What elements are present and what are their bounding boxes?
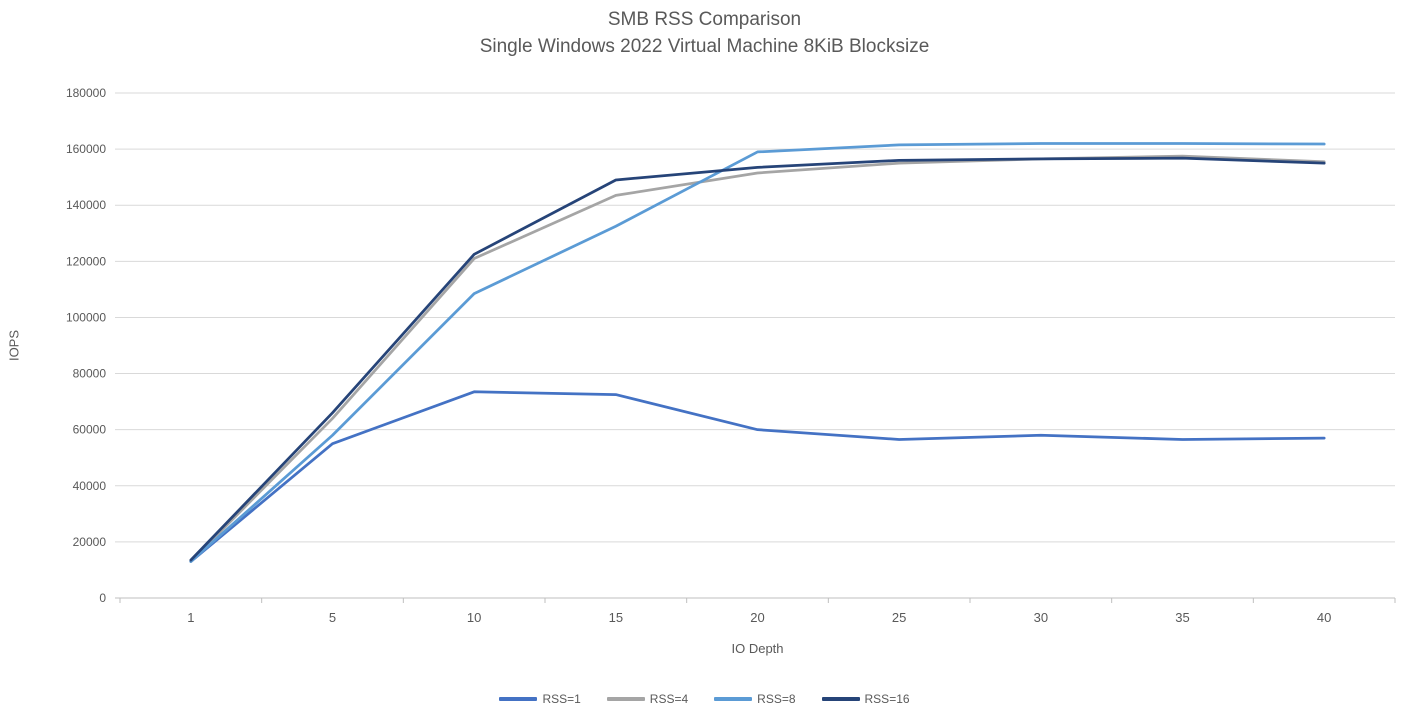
chart-subtitle: Single Windows 2022 Virtual Machine 8KiB…	[479, 36, 930, 57]
x-tick-label: 35	[1175, 610, 1189, 625]
x-tick-label: 5	[329, 610, 336, 625]
x-tick-label: 30	[1034, 610, 1048, 625]
y-tick-label: 60000	[73, 423, 107, 437]
x-tick-label: 25	[892, 610, 906, 625]
y-tick-label: 160000	[66, 142, 106, 156]
legend-item: RSS=8	[714, 692, 796, 706]
x-tick-label: 40	[1317, 610, 1331, 625]
y-tick-label: 100000	[66, 310, 106, 324]
x-tick-label: 15	[609, 610, 623, 625]
legend-label: RSS=1	[542, 692, 581, 706]
legend-label: RSS=4	[649, 692, 689, 706]
legend-swatch-icon	[606, 697, 645, 701]
x-tick-label: 10	[467, 610, 481, 625]
y-tick-label: 180000	[66, 86, 106, 100]
legend-swatch-icon	[821, 697, 860, 701]
series-line-rss-4	[189, 154, 1326, 563]
series-line-rss-16	[189, 156, 1326, 562]
y-axis-title: IOPS	[6, 329, 22, 362]
legend-swatch-icon	[714, 697, 753, 701]
y-tick-label: 0	[99, 591, 106, 605]
y-tick-label: 140000	[66, 198, 106, 212]
chart-title: SMB RSS Comparison	[607, 9, 802, 30]
legend-item: RSS=1	[499, 692, 581, 706]
legend-item: RSS=4	[606, 692, 689, 706]
y-tick-label: 80000	[73, 367, 107, 381]
y-tick-label: 120000	[66, 254, 106, 268]
legend-swatch-icon	[499, 697, 538, 701]
x-axis-title: IO Depth	[731, 641, 784, 656]
y-tick-label: 40000	[73, 479, 107, 493]
series-line-rss-8	[189, 142, 1326, 563]
y-tick-label: 20000	[73, 535, 107, 549]
x-tick-label: 1	[187, 610, 194, 625]
legend: RSS=1 RSS=4 RSS=8 RSS=16	[0, 692, 1409, 706]
legend-label: RSS=8	[757, 692, 796, 706]
legend-item: RSS=16	[821, 692, 910, 706]
series-line-rss-1	[189, 390, 1326, 563]
legend-label: RSS=16	[864, 692, 910, 706]
x-tick-label: 20	[750, 610, 764, 625]
